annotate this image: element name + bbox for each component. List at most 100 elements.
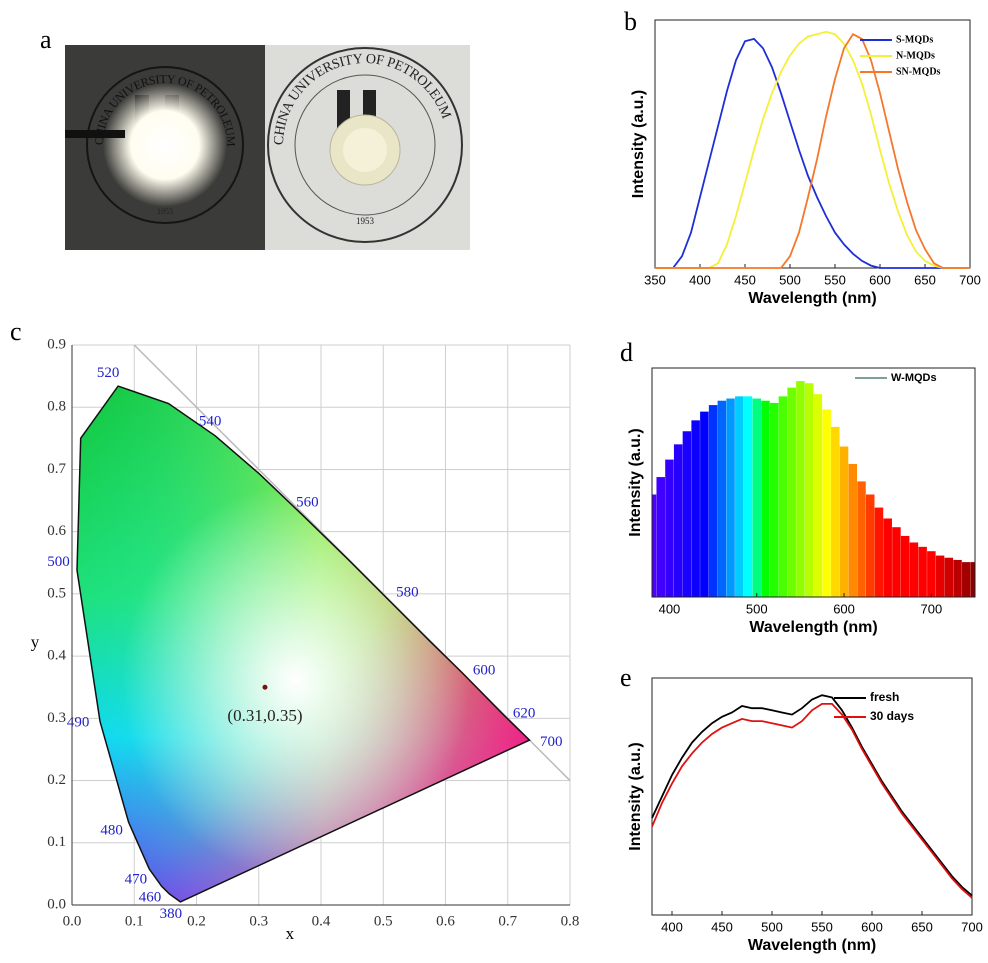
x-tick-label: 700 xyxy=(961,919,983,934)
y-tick-label: 0.6 xyxy=(47,523,66,539)
led-glow xyxy=(103,83,227,207)
x-tick-label: 0.6 xyxy=(436,913,455,929)
seal-year: 1953 xyxy=(157,207,173,216)
bar xyxy=(883,518,892,597)
x-tick-label: 500 xyxy=(779,272,801,287)
x-tick-label: 0.4 xyxy=(312,913,331,929)
wavelength-label: 700 xyxy=(540,734,563,750)
led-core xyxy=(343,128,387,172)
bar xyxy=(726,398,735,597)
x-tick-label: 650 xyxy=(914,272,936,287)
wavelength-label: 470 xyxy=(125,872,148,888)
y-tick-label: 0.3 xyxy=(47,710,66,726)
y-axis-label: Intensity (a.u.) xyxy=(630,90,647,198)
bar xyxy=(700,411,709,597)
bar xyxy=(682,431,692,597)
y-tick-label: 0.4 xyxy=(47,648,66,664)
x-tick-label: 450 xyxy=(711,919,733,934)
panel-label: b xyxy=(624,7,637,36)
x-axis-label: Wavelength (nm) xyxy=(749,619,877,636)
wavelength-label: 560 xyxy=(296,494,319,510)
plot-frame xyxy=(654,19,971,269)
bar xyxy=(769,402,779,597)
legend-label: 30 days xyxy=(870,709,914,723)
x-tick-label: 0.5 xyxy=(374,913,393,929)
bar xyxy=(874,507,884,597)
x-tick-label: 0.3 xyxy=(249,913,268,929)
wavelength-label: 620 xyxy=(513,706,536,722)
plot-frame xyxy=(651,677,973,916)
y-tick-label: 0.1 xyxy=(47,834,66,850)
legend-label: S-MQDs xyxy=(896,34,933,45)
bar xyxy=(804,383,814,597)
x-axis-label: Wavelength (nm) xyxy=(748,937,876,954)
bar xyxy=(778,396,788,597)
x-tick-label: 650 xyxy=(911,919,933,934)
bar xyxy=(665,459,674,597)
x-tick-label: 350 xyxy=(644,272,666,287)
x-tick-label: 0.8 xyxy=(561,913,580,929)
seal-ring xyxy=(294,74,436,216)
wavelength-label: 380 xyxy=(160,906,183,922)
y-tick-label: 0.2 xyxy=(47,772,66,788)
y-tick-label: 0.7 xyxy=(47,461,66,477)
x-axis-label: Wavelength (nm) xyxy=(748,290,876,307)
y-axis-label: Intensity (a.u.) xyxy=(627,428,644,536)
bar xyxy=(953,559,962,597)
legend-label: W-MQDs xyxy=(891,372,937,384)
x-tick-label: 400 xyxy=(659,601,681,616)
photo: CHINA UNIVERSITY OF PETROLEUM 1953 CHINA… xyxy=(65,45,470,250)
x-tick-label: 700 xyxy=(920,601,942,616)
point xyxy=(262,684,268,690)
legend-label: SN-MQDs xyxy=(896,66,941,77)
y-tick-label: 0.9 xyxy=(47,336,66,352)
bar xyxy=(652,494,657,597)
x-tick-label: 600 xyxy=(833,601,855,616)
bar xyxy=(900,535,910,597)
panel-label: a xyxy=(40,25,52,54)
point-label: (0.31,0.35) xyxy=(227,706,302,725)
bar xyxy=(865,494,875,597)
legend-label: N-MQDs xyxy=(896,50,935,61)
series-line xyxy=(651,703,973,899)
bar xyxy=(761,400,770,597)
bar xyxy=(796,381,805,597)
x-tick-label: 0.1 xyxy=(125,913,144,929)
series-line xyxy=(651,694,973,897)
y-axis-label: Intensity (a.u.) xyxy=(627,742,644,850)
x-tick-label: 500 xyxy=(746,601,768,616)
bar xyxy=(787,387,796,597)
bar xyxy=(962,562,971,597)
bar xyxy=(673,444,683,597)
plot-frame xyxy=(651,367,976,598)
bar xyxy=(935,555,945,597)
bar xyxy=(752,398,762,597)
bar xyxy=(717,400,727,597)
bar xyxy=(909,542,919,597)
bar xyxy=(892,527,901,597)
seal-ring xyxy=(267,47,463,243)
wire xyxy=(65,130,125,138)
bar xyxy=(743,396,753,597)
panel-label: d xyxy=(620,338,633,367)
x-tick-label: 700 xyxy=(959,272,981,287)
wavelength-label: 460 xyxy=(139,890,162,906)
y-axis-label: y xyxy=(31,633,40,652)
x-tick-label: 0.0 xyxy=(63,913,82,929)
wavelength-label: 600 xyxy=(473,662,496,678)
seal-ring xyxy=(86,66,244,224)
wavelength-label: 500 xyxy=(47,554,70,570)
wavelength-label: 480 xyxy=(100,823,123,839)
bar xyxy=(691,420,700,597)
bar xyxy=(839,446,849,597)
panel-label: c xyxy=(10,317,22,346)
bar xyxy=(735,396,744,597)
panel-label: e xyxy=(620,663,632,692)
y-tick-label: 0.5 xyxy=(47,585,66,601)
bar xyxy=(944,557,954,597)
wavelength-label: 580 xyxy=(396,584,419,600)
x-tick-label: 550 xyxy=(811,919,833,934)
legend-label: fresh xyxy=(870,690,899,704)
x-tick-label: 400 xyxy=(661,919,683,934)
x-tick-label: 600 xyxy=(861,919,883,934)
